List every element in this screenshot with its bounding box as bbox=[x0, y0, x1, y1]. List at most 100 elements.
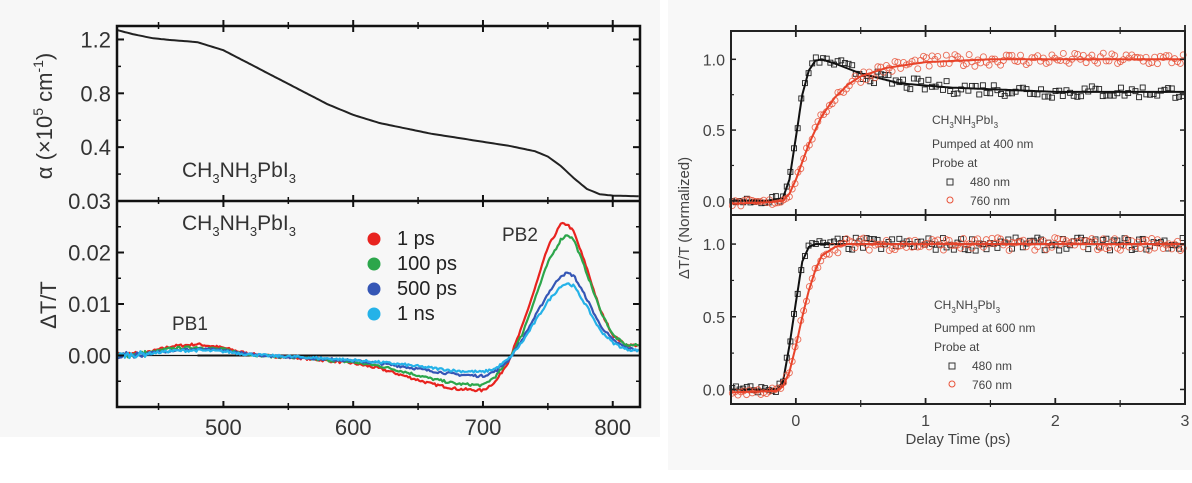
data-point-760nm bbox=[1105, 57, 1113, 65]
legend-label-1-ps: 1 ps bbox=[397, 228, 435, 250]
data-point-480nm bbox=[1139, 84, 1146, 91]
right-ylabel: ΔT/T (Normalized) bbox=[676, 157, 693, 279]
data-point-480nm bbox=[1034, 234, 1041, 241]
data-point-480nm bbox=[849, 62, 856, 69]
data-point-480nm bbox=[1176, 93, 1182, 100]
legend-marker-1-ps bbox=[367, 232, 381, 246]
data-point-760nm bbox=[1136, 245, 1144, 252]
data-point-480nm bbox=[910, 75, 917, 82]
y-tick-label: 0.02 bbox=[68, 241, 111, 266]
data-point-760nm bbox=[1005, 247, 1013, 254]
data-point-760nm bbox=[942, 51, 950, 59]
data-point-760nm bbox=[1042, 246, 1050, 253]
data-point-480nm bbox=[987, 90, 994, 97]
data-point-480nm bbox=[1139, 235, 1146, 242]
data-point-480nm bbox=[1172, 242, 1179, 249]
data-point-480nm bbox=[1136, 94, 1143, 101]
data-point-760nm bbox=[1145, 246, 1153, 254]
data-point-480nm bbox=[918, 78, 925, 85]
data-point-760nm bbox=[1102, 245, 1110, 253]
data-point-760nm bbox=[1179, 51, 1187, 59]
data-point-760nm bbox=[951, 242, 959, 249]
data-point-760nm bbox=[1134, 53, 1141, 61]
data-point-760nm bbox=[1039, 54, 1047, 62]
data-point-760nm bbox=[1051, 234, 1059, 242]
data-point-760nm bbox=[982, 236, 990, 244]
data-point-480nm bbox=[921, 86, 928, 93]
left-figure-background bbox=[0, 0, 660, 437]
absorption-compound-label: CH3NH3PbI3 bbox=[182, 159, 296, 186]
data-point-480nm bbox=[1009, 90, 1015, 97]
data-point-480nm bbox=[870, 236, 877, 243]
data-point-760nm bbox=[1111, 235, 1119, 243]
data-point-480nm bbox=[1070, 92, 1077, 99]
legend-pumped-400: CH3NH3PbI3 Pumped at 400 nm Probe at 480… bbox=[932, 113, 1033, 208]
y-tick-label: 1.2 bbox=[80, 27, 111, 52]
data-point-480nm bbox=[1067, 242, 1074, 249]
y-tick-label: 0.5 bbox=[703, 310, 725, 327]
data-point-760nm bbox=[1059, 50, 1067, 57]
data-point-760nm bbox=[848, 77, 856, 85]
fit-line-760nm bbox=[730, 243, 1185, 394]
data-point-480nm bbox=[983, 89, 990, 96]
data-point-480nm bbox=[834, 235, 841, 242]
x-tick-label: 2 bbox=[1051, 413, 1060, 430]
data-point-760nm bbox=[1176, 60, 1184, 67]
data-point-760nm bbox=[1008, 51, 1016, 59]
data-point-760nm bbox=[1148, 235, 1156, 242]
data-point-480nm bbox=[1048, 94, 1055, 101]
right-figure: 0.0 0.5 1.0 0.0 0.5 1.0 0 1 2 3 ΔT/T (Normalized)… bbox=[676, 25, 1190, 448]
legend-pumped-600: CH3NH3PbI3 Pumped at 600 nm Probe at 480… bbox=[934, 298, 1035, 392]
data-point-760nm bbox=[925, 62, 933, 70]
data-point-760nm bbox=[1122, 235, 1130, 243]
data-point-760nm bbox=[971, 62, 979, 70]
legend-marker-circle bbox=[948, 380, 956, 388]
data-point-760nm bbox=[860, 234, 868, 242]
data-point-480nm bbox=[961, 246, 968, 253]
legend-label-100-ps: 100 ps bbox=[397, 253, 457, 275]
y-tick-label: 0.01 bbox=[68, 292, 111, 317]
data-point-480nm bbox=[1132, 245, 1139, 252]
data-point-480nm bbox=[845, 60, 852, 67]
data-point-480nm bbox=[1114, 90, 1121, 97]
data-point-480nm bbox=[1117, 84, 1124, 91]
legend-label-500-ps: 500 ps bbox=[397, 278, 457, 300]
data-point-480nm bbox=[907, 86, 914, 93]
data-point-480nm bbox=[1041, 247, 1048, 254]
data-point-480nm bbox=[1074, 93, 1081, 100]
data-point-760nm bbox=[834, 249, 842, 257]
x-tick-label: 1 bbox=[921, 413, 930, 430]
data-point-480nm bbox=[950, 246, 957, 253]
data-point-760nm bbox=[1168, 59, 1176, 67]
data-point-480nm bbox=[1027, 90, 1034, 97]
left-axes: 0.4 0.8 1.2 0.00 0.01 0.02 0.03 500 600 700 800 bbox=[68, 20, 642, 440]
legend-pump: Pumped at 400 nm bbox=[932, 137, 1033, 151]
y-tick-label: 0.5 bbox=[703, 123, 725, 140]
data-point-480nm bbox=[1154, 240, 1161, 247]
data-point-760nm bbox=[1099, 235, 1107, 243]
data-point-480nm bbox=[1012, 88, 1019, 95]
data-point-760nm bbox=[1059, 236, 1067, 244]
data-point-480nm bbox=[1103, 92, 1110, 99]
data-point-480nm bbox=[1099, 93, 1106, 100]
data-point-480nm bbox=[1107, 92, 1113, 99]
data-point-480nm bbox=[1041, 93, 1048, 100]
fit-line-760nm bbox=[730, 58, 1185, 205]
data-point-760nm bbox=[1154, 60, 1161, 68]
data-point-760nm bbox=[1128, 237, 1136, 245]
y-tick-label: 0.0 bbox=[703, 194, 725, 211]
legend-pump: Pumped at 600 nm bbox=[934, 321, 1035, 335]
legend-marker-square bbox=[946, 178, 954, 186]
legend-probe: Probe at bbox=[932, 156, 978, 170]
data-point-760nm bbox=[957, 244, 965, 252]
legend-entry-760: 760 nm bbox=[970, 194, 1010, 208]
legend-marker-100-ps bbox=[367, 257, 381, 271]
fit-line-480nm bbox=[731, 243, 1185, 391]
kinetics-series bbox=[728, 49, 1187, 399]
data-point-760nm bbox=[1099, 49, 1107, 57]
right-axes: 0.0 0.5 1.0 0.0 0.5 1.0 0 1 2 3 bbox=[703, 25, 1190, 430]
data-point-760nm bbox=[985, 61, 993, 69]
absorption-series bbox=[116, 29, 639, 198]
data-point-760nm bbox=[774, 199, 782, 207]
data-point-480nm bbox=[1056, 247, 1063, 254]
